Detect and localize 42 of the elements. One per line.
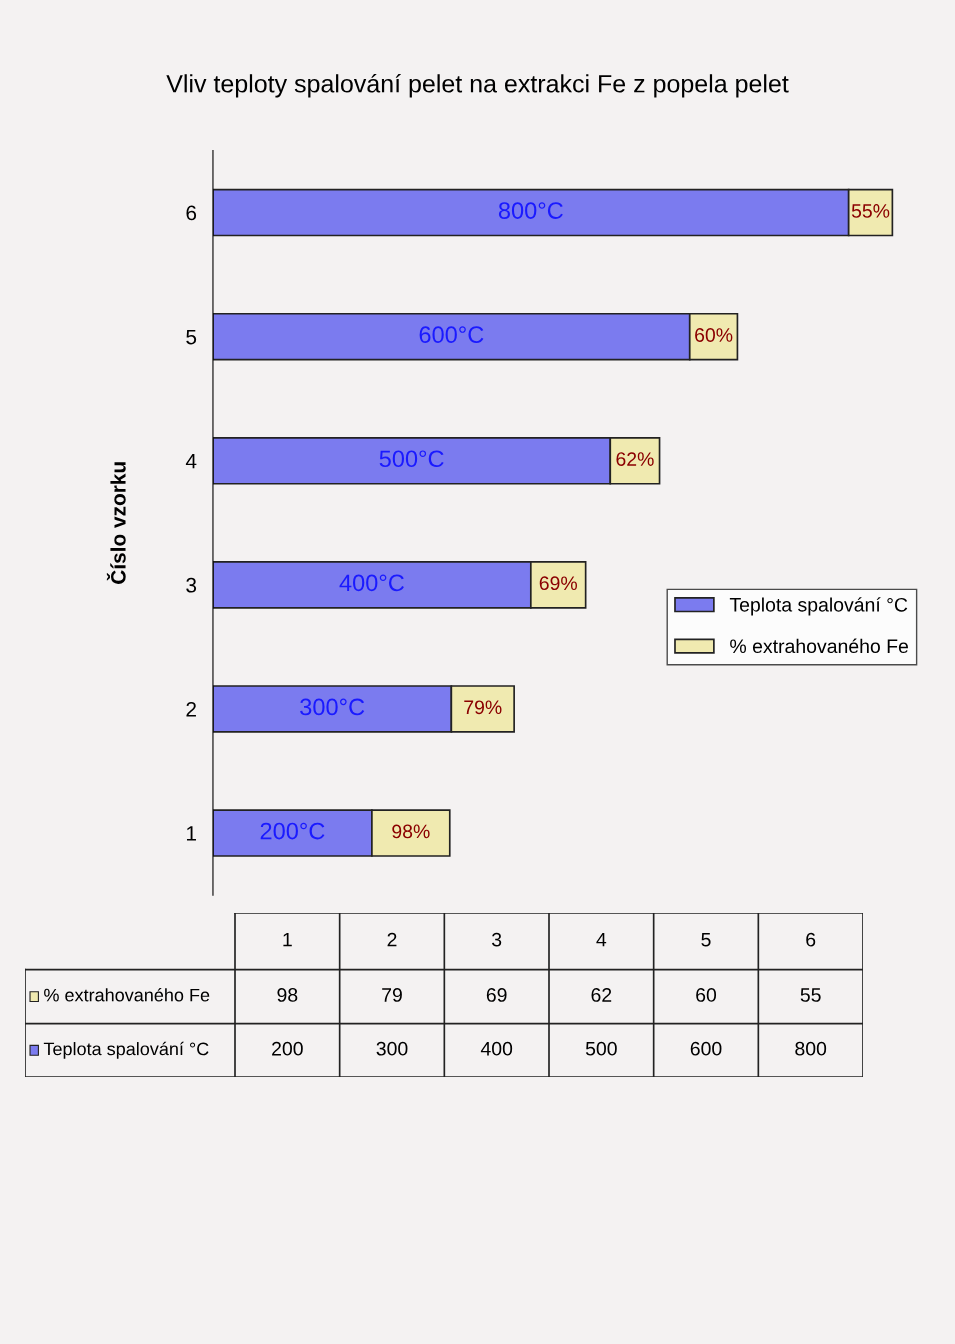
text: 800 [795, 1041, 827, 1056]
text: 300 [376, 1041, 408, 1056]
y-tick-label: 5 [186, 329, 197, 345]
data-label: 60% [695, 328, 733, 342]
data-label: 98% [392, 824, 430, 839]
text: 400 [480, 1041, 513, 1056]
category-label: 6 [806, 932, 816, 947]
text: 600 [690, 1041, 722, 1056]
legend-label: Teplota spalování °C [729, 597, 908, 616]
text: 62 [591, 988, 612, 1002]
text: 98 [277, 988, 298, 1002]
category-label: 1 [283, 932, 292, 947]
category-label: 4 [596, 932, 607, 947]
text: 55 [800, 988, 821, 1002]
category-label: 2 [387, 932, 397, 947]
text: 60 [696, 988, 717, 1002]
y-tick-label: 2 [186, 701, 196, 717]
chart-title: Vliv teploty spalování pelet na extrakci Fe z popela pelet [166, 73, 789, 98]
data-label: 500°C [379, 450, 444, 468]
data-label: 300°C [300, 698, 365, 716]
data-label: 800°C [498, 202, 563, 219]
data-label: 600°C [419, 326, 484, 344]
data-label: 400°C [339, 574, 404, 592]
y-axis-title: Číslo vzorku [106, 462, 126, 584]
y-tick-label: 1 [187, 826, 196, 841]
category-label: 3 [492, 932, 502, 947]
legend-label: % extrahovaného Fe [730, 638, 908, 654]
category-label: 5 [701, 932, 711, 947]
text: 79 [382, 988, 402, 1002]
text: 200 [272, 1041, 303, 1056]
data-label: 69% [539, 576, 577, 591]
y-tick-label: 6 [186, 205, 197, 221]
text: Teplota spalování °C [43, 1041, 209, 1059]
data-label: 55% [851, 204, 890, 218]
data-label: 79% [464, 700, 502, 715]
y-tick-label: 4 [185, 453, 197, 469]
text: 500 [585, 1041, 617, 1056]
y-tick-label: 3 [186, 577, 197, 593]
text: % extrahovaného Fe [44, 988, 210, 1002]
data-label: 200°C [260, 822, 325, 840]
text: 69 [486, 988, 507, 1002]
data-label: 62% [616, 452, 654, 466]
